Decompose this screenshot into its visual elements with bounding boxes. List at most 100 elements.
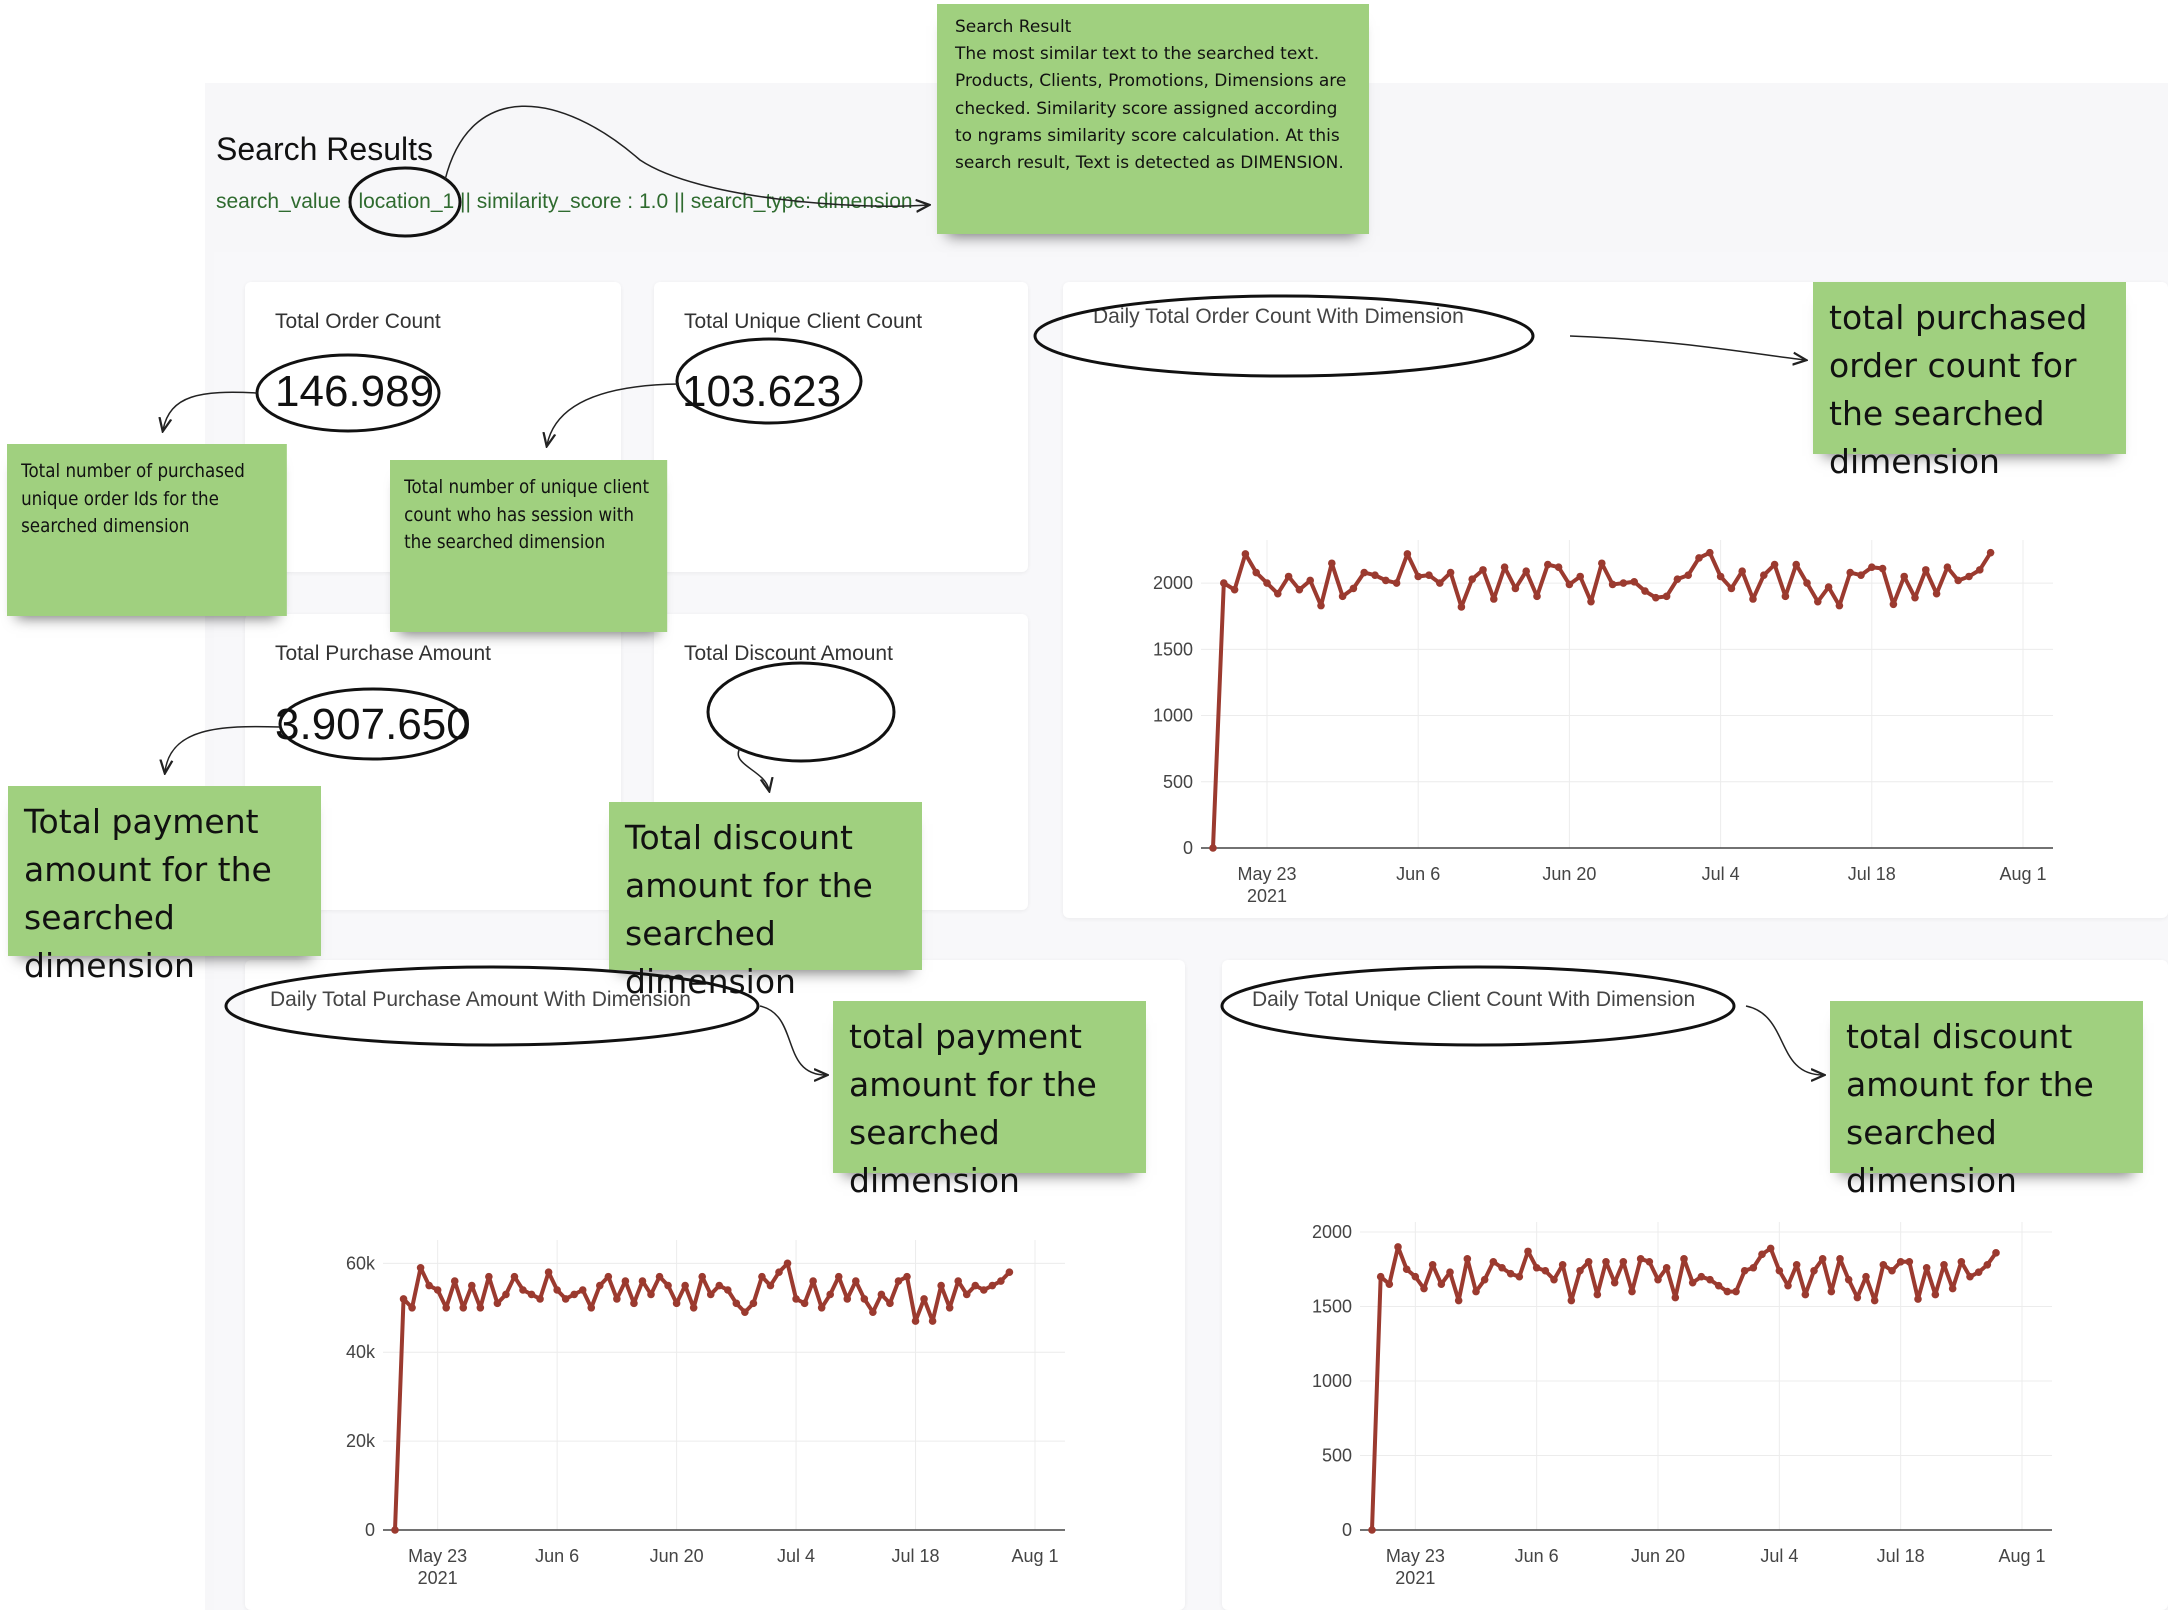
data-point <box>980 1286 988 1294</box>
data-point <box>1511 584 1520 593</box>
data-point <box>1463 1255 1472 1263</box>
kpi-label-client-count: Total Unique Client Count <box>684 310 923 333</box>
client-count-chart: 0 500 1000 1500 2000 May 23 2021 Jun 6 Jun 20 Jul… <box>1312 1222 2052 1588</box>
data-point <box>1932 589 1941 598</box>
data-point <box>1454 1296 1463 1305</box>
data-point <box>1403 550 1412 558</box>
annotation-ellipse-client-count <box>675 337 863 425</box>
data-point <box>1489 1258 1498 1266</box>
data-point <box>1576 572 1584 581</box>
data-point <box>416 1263 425 1272</box>
data-point <box>399 1295 408 1303</box>
data-point <box>1428 1260 1437 1269</box>
data-point <box>1558 1260 1567 1269</box>
data-point <box>1263 579 1271 587</box>
data-point <box>1684 571 1692 579</box>
x-tick-label: Jul 4 <box>1760 1546 1798 1566</box>
arrow-client-count <box>547 383 680 445</box>
data-point <box>408 1303 416 1312</box>
data-point <box>1957 1258 1966 1266</box>
data-point <box>809 1277 817 1285</box>
data-point <box>1338 592 1347 601</box>
kpi-value-client-count: 103.623 <box>682 367 842 416</box>
data-point <box>1402 1265 1411 1274</box>
x-tick-label: Jun 20 <box>1542 864 1596 884</box>
data-point <box>1630 577 1638 586</box>
data-point <box>1853 1293 1862 1302</box>
data-point <box>1541 1266 1550 1275</box>
data-point <box>587 1303 596 1312</box>
note-payment-amount: Total payment amount for the searched di… <box>8 786 321 985</box>
data-point <box>1457 603 1466 611</box>
data-point <box>391 1526 399 1534</box>
data-point <box>1593 1290 1602 1299</box>
data-point <box>1695 554 1703 562</box>
similarity-score: || similarity_score : 1.0 <box>460 190 669 213</box>
data-point <box>1732 1287 1740 1296</box>
data-point <box>1801 1290 1810 1299</box>
data-point <box>442 1303 450 1312</box>
y-tick-label: 1000 <box>1153 706 1193 726</box>
data-point <box>1436 579 1444 587</box>
data-point <box>1636 1255 1645 1263</box>
data-point <box>1252 568 1260 577</box>
data-point <box>1654 1275 1662 1284</box>
data-point <box>997 1277 1005 1285</box>
x-tick-label: Jul 18 <box>1848 864 1896 884</box>
data-point <box>1836 1255 1844 1263</box>
data-point <box>425 1281 433 1290</box>
data-point <box>1544 560 1552 569</box>
data-point <box>1284 572 1293 581</box>
data-point <box>1274 589 1282 598</box>
data-point <box>903 1272 911 1281</box>
data-point <box>1992 1249 2000 1257</box>
data-point <box>1870 1296 1879 1305</box>
kpi-value-order-count: 146.989 <box>275 367 435 416</box>
x-tick-label: Jun 20 <box>1631 1546 1685 1566</box>
data-point <box>1349 584 1358 593</box>
x-tick-label: Jul 4 <box>777 1546 815 1566</box>
data-point <box>1697 1272 1706 1281</box>
data-point <box>1680 1255 1688 1263</box>
data-point <box>1209 844 1217 852</box>
y-tick-label: 2000 <box>1312 1222 1352 1242</box>
data-point <box>1792 1260 1801 1269</box>
data-point <box>1468 575 1476 583</box>
data-point <box>1889 600 1898 609</box>
chart-title-client-count: Daily Total Unique Client Count With Dim… <box>1252 988 1696 1011</box>
search-value[interactable]: location_1 <box>358 190 455 213</box>
arrow-order-chart <box>1569 335 1805 360</box>
data-point <box>1983 1260 1992 1269</box>
data-point <box>1922 566 1930 574</box>
search-value-label: search_value : <box>216 190 353 213</box>
data-point <box>689 1303 698 1312</box>
data-point <box>826 1290 834 1299</box>
data-point <box>937 1281 945 1290</box>
data-point <box>1472 1287 1480 1296</box>
data-point <box>1550 1275 1558 1284</box>
data-point <box>928 1317 937 1325</box>
data-point <box>988 1281 997 1290</box>
x-tick-label: Jun 6 <box>535 1546 579 1566</box>
note-search-result: Search Result The most similar text to t… <box>937 4 1369 234</box>
data-point <box>1766 1244 1775 1253</box>
data-point <box>1306 576 1314 585</box>
chart-title-purchase-amount: Daily Total Purchase Amount With Dimensi… <box>270 988 691 1011</box>
data-point <box>1522 567 1530 575</box>
data-point <box>1368 1526 1376 1534</box>
data-point <box>869 1308 877 1317</box>
data-point <box>1868 563 1876 572</box>
note-discount-amount: Total discount amount for the searched d… <box>609 802 922 1001</box>
data-point <box>1846 568 1854 577</box>
data-point <box>1317 601 1325 610</box>
data-point <box>1814 597 1822 606</box>
data-point <box>698 1272 706 1281</box>
data-point <box>1371 571 1379 579</box>
data-point <box>613 1295 621 1303</box>
data-point <box>1948 1284 1957 1293</box>
data-point <box>681 1281 689 1290</box>
data-point <box>1775 1266 1784 1275</box>
data-point <box>468 1281 476 1290</box>
data-point <box>1446 1268 1454 1277</box>
